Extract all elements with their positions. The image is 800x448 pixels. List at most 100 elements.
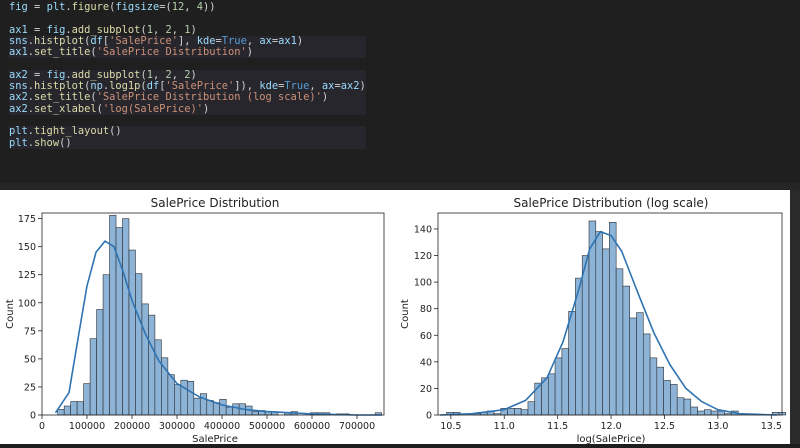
histogram-bar xyxy=(609,222,617,416)
histogram-bar xyxy=(232,403,240,416)
histogram-bar xyxy=(83,383,91,416)
code-line: plt.tight_layout() xyxy=(9,125,366,138)
histogram-bar xyxy=(154,339,162,416)
code-line: ax2.set_title('SalePrice Distribution (l… xyxy=(9,92,366,104)
y-tick-label: 175 xyxy=(18,214,36,225)
chart-title: SalePrice Distribution (log scale) xyxy=(514,196,709,210)
histogram-bar xyxy=(554,357,563,416)
y-tick-label: 120 xyxy=(414,251,432,262)
histogram-bar xyxy=(206,400,214,416)
histogram-bar xyxy=(690,406,698,416)
y-tick-label: 50 xyxy=(24,354,36,365)
y-tick-label: 100 xyxy=(18,298,36,309)
y-tick-label: 140 xyxy=(414,224,432,235)
code-line: ax1 = fig.add_subplot(1, 2, 1) xyxy=(9,23,197,36)
x-tick-label: 0 xyxy=(39,421,45,432)
histogram-bar xyxy=(561,348,569,416)
histogram-bar xyxy=(581,255,590,416)
histogram-bar xyxy=(128,249,136,416)
y-tick-label: 0 xyxy=(30,411,36,422)
y-axis-label: Count xyxy=(5,299,16,329)
code-line: ax2 = fig.add_subplot(1, 2, 2) xyxy=(9,69,366,82)
cell-separator xyxy=(0,183,800,190)
y-tick-label: 100 xyxy=(414,278,432,289)
y-tick-label: 20 xyxy=(420,384,432,395)
histogram-bar xyxy=(527,401,536,416)
histogram-bar xyxy=(704,409,712,416)
code-line: fig = plt.figure(figsize=(12, 4)) xyxy=(9,1,216,13)
histogram-bar xyxy=(225,406,233,416)
x-tick-label: 10.5 xyxy=(440,421,461,432)
x-tick-label: 400000 xyxy=(204,421,240,432)
kde-curve xyxy=(440,230,777,416)
histogram-bar xyxy=(670,384,678,416)
chart-right: SalePrice Distribution (log scale) 10.5 1… xyxy=(400,196,787,445)
x-tick-label: 11.5 xyxy=(547,421,568,432)
x-tick-label: 700000 xyxy=(339,421,375,432)
x-tick-label: 600000 xyxy=(294,421,330,432)
histogram-bar xyxy=(548,373,556,416)
histogram-bar xyxy=(76,401,84,416)
histogram-bar xyxy=(122,218,130,416)
y-axis-label: Count xyxy=(400,299,411,329)
histogram-bar xyxy=(595,231,603,416)
output-figure: SalePrice Distribution 0 100000 200000 3000… xyxy=(5,196,787,445)
histogram-bar xyxy=(697,410,705,416)
output-scrollbar[interactable] xyxy=(790,190,800,444)
histogram-bar xyxy=(636,312,644,416)
histogram-bar xyxy=(568,311,576,416)
histogram-bar xyxy=(57,409,65,416)
histogram-bar xyxy=(187,381,195,416)
y-tick-label: 75 xyxy=(24,326,36,337)
y-tick-label: 150 xyxy=(18,242,36,253)
histogram-bar xyxy=(622,285,631,416)
y-tick-label: 80 xyxy=(420,304,432,315)
histogram-bar xyxy=(710,410,719,416)
histogram-bar xyxy=(96,309,104,416)
code-line: plt.show() xyxy=(9,137,366,149)
chart-title: SalePrice Distribution xyxy=(151,196,280,210)
cell-output: SalePrice Distribution 0 100000 200000 3000… xyxy=(0,190,790,445)
histogram-bar xyxy=(180,379,188,416)
plot-area: 0 100000 200000 300000 400000 500000 600000 700… xyxy=(18,214,383,432)
code-line: sns.histplot(df['SalePrice'], kde=True, … xyxy=(9,35,366,48)
code-line: sns.histplot(np.log1p(df['SalePrice']), … xyxy=(9,80,366,93)
x-tick-label: 11.0 xyxy=(494,421,515,432)
axes-frame xyxy=(437,212,783,416)
kde-curve xyxy=(54,240,382,416)
y-tick-label: 40 xyxy=(420,357,432,368)
histogram-bar xyxy=(148,314,156,416)
histogram-bar xyxy=(676,397,685,416)
histogram-bar xyxy=(174,384,182,416)
y-tick-label: 125 xyxy=(18,270,36,281)
histogram-bar xyxy=(141,303,149,416)
histogram-bar xyxy=(135,273,143,416)
histogram-bar xyxy=(602,248,610,416)
x-tick-label: 13.0 xyxy=(707,421,728,432)
histogram-bar xyxy=(656,366,664,416)
histogram-bar xyxy=(70,401,78,416)
histogram-bar xyxy=(219,398,227,416)
code-cell[interactable]: fig = plt.figure(figsize=(12, 4)) ax1 = … xyxy=(0,0,800,183)
histogram-bar xyxy=(167,374,175,416)
code-line: ax1.set_title('SalePrice Distribution') xyxy=(9,46,366,59)
histogram-bar xyxy=(251,411,259,416)
x-axis-label: SalePrice xyxy=(192,434,238,444)
code-editor[interactable]: fig = plt.figure(figsize=(12, 4)) ax1 = … xyxy=(9,1,366,149)
histogram-bar xyxy=(520,409,529,416)
y-tick-label: 60 xyxy=(420,331,432,342)
x-tick-label: 300000 xyxy=(159,421,195,432)
x-tick-label: 12.0 xyxy=(600,421,621,432)
y-tick-label: 0 xyxy=(426,411,432,422)
chart-left: SalePrice Distribution 0 100000 200000 3000… xyxy=(5,196,385,445)
code-line: ax2.set_xlabel('log(SalePrice)') xyxy=(9,103,366,115)
plot-area: 10.5 11.0 11.5 12.0 12.5 13.0 13.5 0 20 40 60 80 100… xyxy=(414,220,787,432)
histogram-bar xyxy=(507,408,515,416)
x-tick-label: 500000 xyxy=(249,421,285,432)
histogram-bar xyxy=(193,397,201,416)
x-tick-label: 12.5 xyxy=(654,421,675,432)
histogram-bar xyxy=(649,357,658,416)
histogram-bar xyxy=(663,380,671,416)
histogram-bar xyxy=(615,268,624,416)
histogram-bar xyxy=(642,333,651,416)
